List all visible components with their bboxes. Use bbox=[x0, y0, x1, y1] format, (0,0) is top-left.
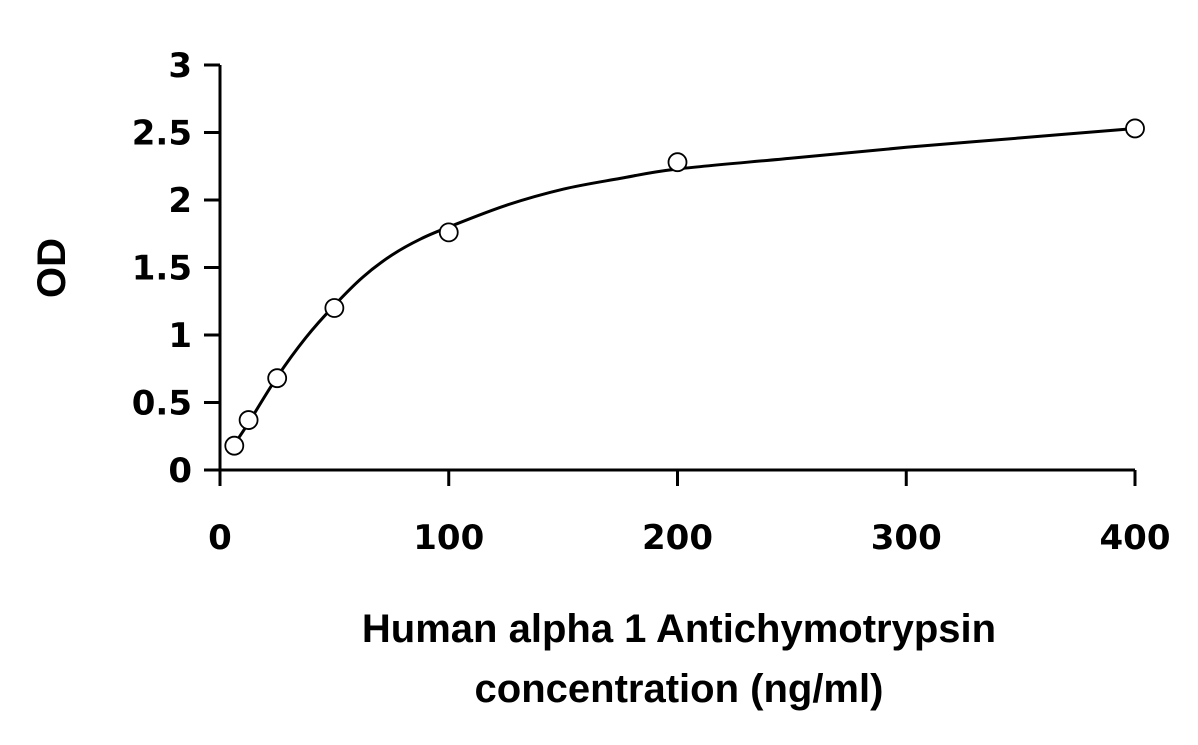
x-tick-label: 400 bbox=[1100, 518, 1171, 558]
fit-curve-line bbox=[233, 127, 1136, 446]
y-tick-label: 1 bbox=[168, 316, 192, 356]
data-point bbox=[667, 152, 688, 173]
data-point bbox=[1125, 118, 1145, 139]
data-point bbox=[324, 298, 345, 318]
x-tick-label: 200 bbox=[642, 518, 713, 558]
x-tick-label: 100 bbox=[413, 518, 484, 558]
data-point bbox=[438, 222, 459, 243]
data-point bbox=[238, 410, 259, 430]
x-tick-label: 300 bbox=[871, 518, 942, 558]
data-point bbox=[224, 435, 245, 456]
y-axis-title: OD bbox=[30, 238, 74, 298]
data-points-layer bbox=[224, 118, 1145, 456]
y-tick-label: 3 bbox=[168, 46, 192, 86]
y-tick-label: 0.5 bbox=[132, 384, 192, 424]
x-axis-title-line-2: concentration (ng/ml) bbox=[475, 667, 884, 711]
x-axis-title-line-1: Human alpha 1 Antichymotrypsin bbox=[362, 607, 996, 651]
y-tick-label: 2 bbox=[168, 181, 192, 221]
y-tick-label: 0 bbox=[168, 451, 192, 491]
fit-curve-layer bbox=[233, 127, 1136, 446]
x-axis: 0 100 200 300 400 bbox=[208, 468, 1171, 558]
x-tick-label: 0 bbox=[208, 518, 232, 558]
data-point bbox=[267, 368, 288, 389]
y-axis: 0 0.5 1 1.5 2 2.5 3 bbox=[132, 46, 222, 491]
y-tick-label: 2.5 bbox=[132, 114, 192, 154]
y-tick-label: 1.5 bbox=[132, 249, 192, 289]
